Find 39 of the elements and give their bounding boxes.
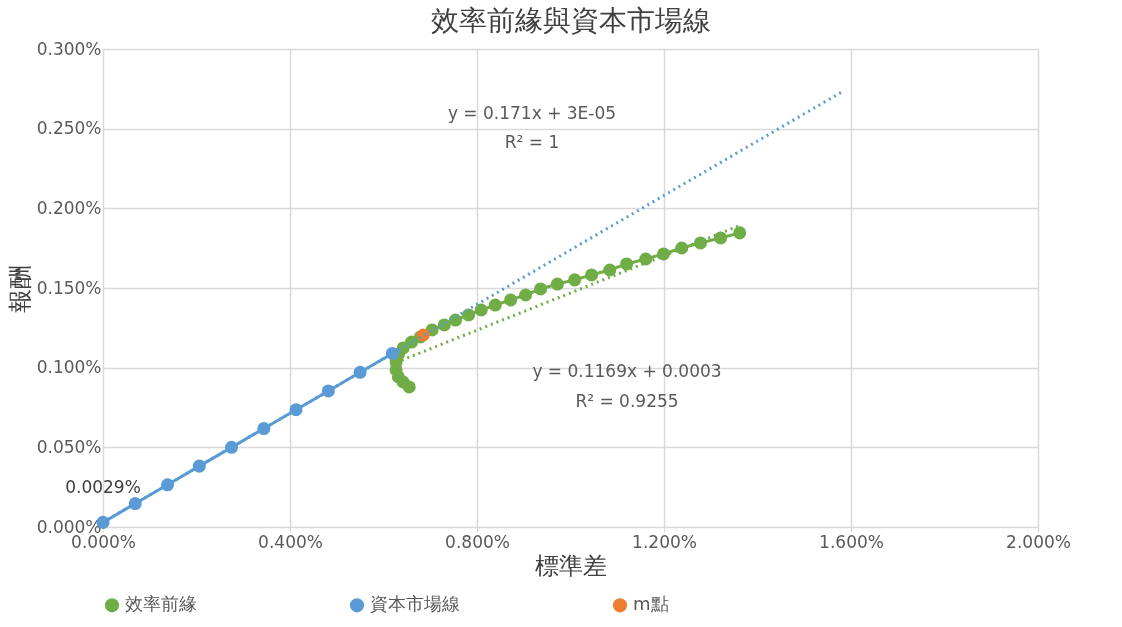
point bbox=[519, 288, 533, 302]
point bbox=[534, 282, 548, 296]
y-tick-label: 0.200% bbox=[36, 197, 102, 218]
point bbox=[693, 236, 707, 250]
y-tick-label: 0.150% bbox=[36, 277, 102, 298]
annotation: y = 0.1169x + 0.0003 bbox=[532, 361, 722, 381]
chart-title: 效率前緣與資本市場線 bbox=[430, 4, 711, 37]
point bbox=[161, 478, 175, 492]
legend-label: m點 bbox=[633, 593, 669, 615]
point bbox=[568, 273, 582, 287]
data-label: 0.0029% bbox=[65, 477, 141, 498]
x-tick-label: 2.000% bbox=[1006, 531, 1071, 552]
legend-label: 效率前緣 bbox=[125, 593, 197, 615]
y-tick-label: 0.100% bbox=[36, 357, 102, 378]
x-tick-label: 0.800% bbox=[445, 531, 510, 552]
point bbox=[550, 277, 564, 291]
point bbox=[474, 303, 488, 317]
point bbox=[733, 226, 747, 240]
y-tick-label: 0.300% bbox=[36, 38, 102, 59]
y-tick-label: 0.250% bbox=[36, 118, 102, 139]
x-tick-label: 1.600% bbox=[819, 531, 884, 552]
annotation: R² = 0.9255 bbox=[575, 391, 679, 411]
point bbox=[603, 263, 617, 277]
annotation: y = 0.171x + 3E-05 bbox=[447, 103, 617, 123]
annotation: R² = 1 bbox=[504, 132, 560, 152]
point bbox=[620, 257, 634, 271]
point bbox=[488, 298, 502, 312]
x-tick-label: 0.400% bbox=[258, 531, 323, 552]
point bbox=[714, 231, 728, 245]
point bbox=[639, 252, 653, 266]
point bbox=[448, 313, 463, 327]
legend-label: 資本市場線 bbox=[370, 593, 460, 615]
point bbox=[585, 268, 599, 282]
x-tick-label: 1.200% bbox=[632, 531, 697, 552]
y-tick-label: 0.050% bbox=[36, 436, 102, 457]
point bbox=[504, 293, 518, 307]
x-axis-title: 標準差 bbox=[535, 551, 607, 580]
point bbox=[462, 308, 476, 322]
y-axis-title: 報酬 bbox=[5, 264, 34, 313]
